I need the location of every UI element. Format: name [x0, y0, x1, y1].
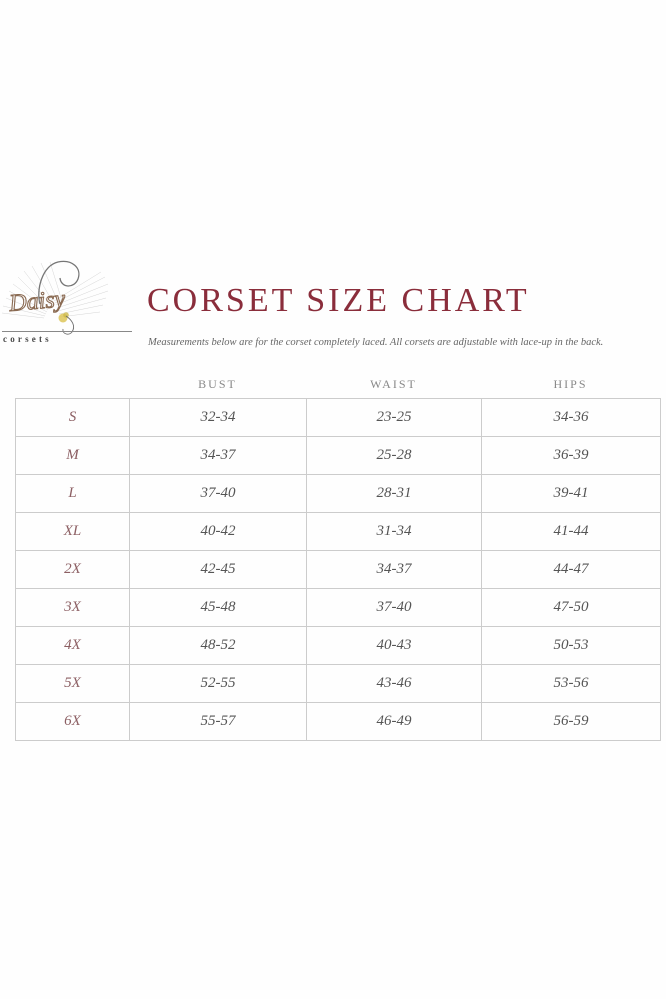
svg-text:Daisy: Daisy — [7, 286, 66, 317]
